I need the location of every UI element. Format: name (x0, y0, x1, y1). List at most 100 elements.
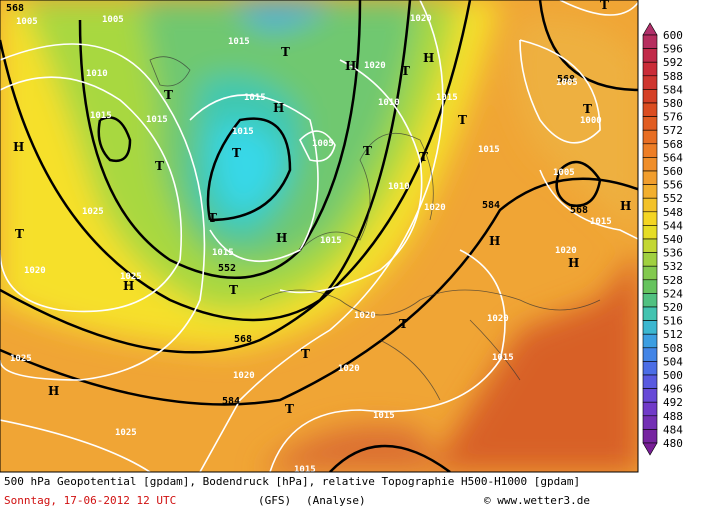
colorbar-label: 500 (663, 369, 683, 382)
isobar-label: 1020 (555, 246, 577, 256)
colorbar-cell (642, 320, 658, 335)
colorbar-cell (642, 184, 658, 199)
colorbar-label: 520 (663, 301, 683, 314)
isobar-label: 1025 (82, 207, 104, 217)
isobar-label: 1020 (24, 266, 46, 276)
pressure-center: H (123, 279, 134, 293)
colorbar-label: 592 (663, 56, 683, 69)
colorbar-label: 516 (663, 315, 683, 328)
contour-label: 552 (218, 263, 236, 274)
caption-run: (Analyse) (306, 494, 366, 507)
colorbar-cell (642, 374, 658, 389)
isobar-label: 1020 (364, 61, 386, 71)
isobar-label: 1010 (378, 98, 400, 108)
isobar-label: 1025 (10, 354, 32, 364)
colorbar-label: 532 (663, 260, 683, 273)
isobar-label: 1000 (580, 116, 602, 126)
colorbar-cell (642, 170, 658, 185)
isobar-label: 1010 (86, 69, 108, 79)
colorbar-cell (642, 388, 658, 403)
pressure-center: H (345, 59, 356, 73)
coastlines (149, 56, 601, 401)
colorbar-label: 512 (663, 328, 683, 341)
colorbar-label: 492 (663, 396, 683, 409)
colorbar-label: 560 (663, 165, 683, 178)
isobar-label: 1015 (590, 217, 612, 227)
pressure-center: T (232, 146, 241, 160)
caption-date: Sonntag, 17-06-2012 12 UTC (4, 494, 176, 507)
isobar-label: 1025 (120, 272, 142, 282)
isobar-label: 1005 (312, 139, 334, 149)
colorbar-cell (642, 306, 658, 321)
colorbar-cell (642, 34, 658, 49)
caption-credit: © www.wetter3.de (484, 494, 590, 507)
colorbar-label: 564 (663, 151, 683, 164)
caption-model: (GFS) (258, 494, 291, 507)
colorbar-label: 528 (663, 274, 683, 287)
colorbar-cell (642, 116, 658, 131)
pressure-center: T (164, 88, 173, 102)
colorbar-cell (642, 401, 658, 417)
colorbar-cell (642, 238, 658, 253)
pressure-center: T (363, 144, 372, 158)
isobar-label: 1020 (354, 311, 376, 321)
colorbar-cell (642, 252, 658, 267)
colorbar-cell (642, 225, 658, 240)
colorbar-cell (642, 279, 658, 294)
geopotential-contours (0, 0, 638, 472)
pressure-center: T (285, 402, 294, 416)
pressure-center: H (568, 256, 579, 270)
colorbar-cell (642, 361, 658, 376)
colorbar-cell (642, 347, 658, 362)
isobar-label: 1005 (556, 78, 578, 88)
isobar-label: 1020 (424, 203, 446, 213)
colorbar-label: 556 (663, 179, 683, 192)
contour-label: 568 (557, 74, 575, 85)
colorbar-label: 540 (663, 233, 683, 246)
caption-title: 500 hPa Geopotential [gpdam], Bodendruck… (4, 475, 580, 488)
isobar-label: 1025 (115, 428, 137, 438)
isobar-label: 1015 (492, 353, 514, 363)
colorbar-label: 536 (663, 247, 683, 260)
isobar-label: 1020 (338, 364, 360, 374)
colorbar-label: 496 (663, 383, 683, 396)
pressure-center: T (208, 211, 217, 225)
pressure-center: T (15, 227, 24, 241)
isobar-label: 1020 (233, 371, 255, 381)
colorbar-cell (642, 48, 658, 63)
colorbar-label: 584 (663, 83, 683, 96)
isobar-label: 1015 (90, 111, 112, 121)
pressure-center: H (276, 231, 287, 245)
isobar-label: 1015 (244, 93, 266, 103)
isobar-label: 1015 (146, 115, 168, 125)
colorbar-cell (642, 333, 658, 349)
colorbar-cell (642, 157, 658, 172)
colorbar-cell (642, 197, 658, 213)
isobar-label: 1005 (102, 15, 124, 25)
colorbar-cell (642, 89, 658, 104)
pressure-center: H (273, 101, 284, 115)
colorbar-label: 568 (663, 138, 683, 151)
colorbar-cell (642, 143, 658, 158)
isobar-label: 1015 (294, 465, 316, 475)
isobar-label: 1010 (388, 182, 410, 192)
pressure-center: H (620, 199, 631, 213)
colorbar-label: 580 (663, 97, 683, 110)
colorbar-label: 544 (663, 219, 683, 232)
colorbar-cell (642, 75, 658, 90)
colorbar-cell (642, 265, 658, 281)
contour-label: 568 (570, 205, 588, 216)
pressure-center: T (281, 45, 290, 59)
colorbar-label: 588 (663, 70, 683, 83)
contour-label: 568 (6, 3, 24, 14)
colorbar-cell (642, 102, 658, 117)
pressure-center: T (419, 150, 428, 164)
colorbar-label: 576 (663, 111, 683, 124)
contour-label: 584 (482, 200, 500, 211)
colorbar-cell (642, 129, 658, 145)
colorbar-label: 548 (663, 206, 683, 219)
isobar-label: 1015 (320, 236, 342, 246)
pressure-center: T (155, 159, 164, 173)
colorbar-cap-top (642, 22, 658, 36)
